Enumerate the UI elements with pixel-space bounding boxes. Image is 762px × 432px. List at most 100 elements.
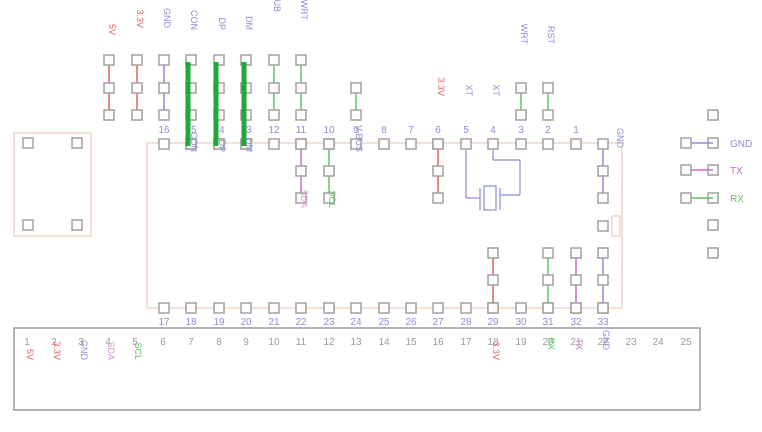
chip-pin-number-5: 5 xyxy=(463,125,469,136)
trace-3v3-pin6-pad xyxy=(432,138,444,150)
header-pin-number-18: 18 xyxy=(487,337,499,348)
chip-pin-number-11: 11 xyxy=(296,125,307,136)
header-pin-number-2: 2 xyxy=(51,337,57,348)
chip-pin-pad-extra xyxy=(597,220,609,232)
label-3v3: 3.3V xyxy=(135,9,145,28)
chip-pin-pad-19 xyxy=(213,302,225,314)
header-label-sda: SDA xyxy=(106,341,116,360)
chip-pin-number-33: 33 xyxy=(597,317,609,328)
chip-pin-number-14: 14 xyxy=(213,125,225,136)
jumper-vbus-top-pad xyxy=(350,82,362,94)
header-pin-number-12: 12 xyxy=(323,337,335,348)
jumper-3v3-pad xyxy=(131,109,143,121)
jumper-usb-pad xyxy=(213,54,225,66)
header-pin-number-13: 13 xyxy=(350,337,362,348)
switch-pad-br xyxy=(71,219,83,231)
header-label-gnd-pin22: GND xyxy=(601,330,611,351)
right-connector-inner-pad xyxy=(680,164,692,176)
jumper-wrt-pad xyxy=(295,82,307,94)
header-label-gnd: GND xyxy=(79,340,89,361)
header-pin-number-4: 4 xyxy=(105,337,111,348)
trace-tx-pin32-pad xyxy=(570,247,582,259)
chip-pin-number-4: 4 xyxy=(490,125,496,136)
chip-pin-number-17: 17 xyxy=(158,317,170,328)
header-label-5v: 5V xyxy=(25,349,35,360)
trace-sda-pad xyxy=(295,138,307,150)
header-pin-number-15: 15 xyxy=(405,337,417,348)
chip-pin-number-29: 29 xyxy=(487,317,499,328)
chip-pin-number-32: 32 xyxy=(570,317,582,328)
label-wrt-left: WRT xyxy=(299,0,309,20)
jumper-5v-pad xyxy=(103,82,115,94)
jumper-wrt-right-pad xyxy=(515,109,527,121)
chip-pin-number-23: 23 xyxy=(323,317,335,328)
chip-pin-number-6: 6 xyxy=(435,125,441,136)
trace-gnd-pin33-pad xyxy=(597,274,609,286)
right-connector-inner-pad xyxy=(680,192,692,204)
jumper-3v3-pad xyxy=(131,54,143,66)
trace-gnd-pin1-pad xyxy=(597,138,609,150)
label-wrt-right: WRT xyxy=(519,24,529,45)
header-pin-number-17: 17 xyxy=(460,337,472,348)
label-sda-inner: SDA xyxy=(299,189,309,208)
chip-pin-number-9: 9 xyxy=(353,125,359,136)
switch-module-outline xyxy=(13,132,92,237)
chip-pin-number-30: 30 xyxy=(515,317,527,328)
trace-gnd-pin1-pad xyxy=(597,192,609,204)
chip-pin-pad-22 xyxy=(295,302,307,314)
header-label-rx: RX xyxy=(546,337,556,350)
header-pin-number-7: 7 xyxy=(188,337,194,348)
jumper-gnd-pad xyxy=(158,109,170,121)
trace-scl-pad xyxy=(323,138,335,150)
chip-pin-number-27: 27 xyxy=(432,317,444,328)
chip-pin-pad-24 xyxy=(350,302,362,314)
trace-3v3-pin29-pad xyxy=(487,302,499,314)
chip-pin-number-12: 12 xyxy=(268,125,280,136)
header-pin-number-24: 24 xyxy=(652,337,664,348)
chip-pin-pad-4 xyxy=(487,138,499,150)
trace-3v3-pin29-pad xyxy=(487,274,499,286)
chip-pin-number-10: 10 xyxy=(323,125,335,136)
header-pin-number-21: 21 xyxy=(570,337,582,348)
switch-pad-tr xyxy=(71,137,83,149)
chip-pin-number-31: 31 xyxy=(542,317,554,328)
header-label-3v3-pin18: 3.3V xyxy=(491,341,501,360)
trace-rx-pin31-pad xyxy=(542,247,554,259)
header-strip-outline xyxy=(13,327,701,411)
chip-pin-number-24: 24 xyxy=(350,317,362,328)
header-pin-number-25: 25 xyxy=(680,337,692,348)
header-label-3v3: 3.3V xyxy=(52,341,62,360)
chip-pin-number-28: 28 xyxy=(460,317,472,328)
jumper-vsub-pad xyxy=(268,54,280,66)
chip-pin-number-7: 7 xyxy=(408,125,414,136)
trace-3v3-pin6-pad xyxy=(432,165,444,177)
header-pin-number-8: 8 xyxy=(216,337,222,348)
header-pin-number-22: 22 xyxy=(597,337,609,348)
chip-edge-notch xyxy=(611,215,621,237)
trace-rx-pin31-pad xyxy=(542,302,554,314)
label-rst: RST xyxy=(546,26,556,45)
chip-pin-number-15: 15 xyxy=(185,125,197,136)
chip-pin-number-25: 25 xyxy=(378,317,390,328)
trace-3v3-pin6-pad xyxy=(432,192,444,204)
switch-pad-tl xyxy=(22,137,34,149)
label-con-inner: CON xyxy=(189,132,199,152)
label-3v3-pin6: 3.3V xyxy=(436,77,446,96)
diagram-content: 1615141312111098765432117181920212223242… xyxy=(22,0,752,361)
trace-sda-pad xyxy=(295,165,307,177)
header-pin-number-3: 3 xyxy=(78,337,84,348)
chip-pin-pad-28 xyxy=(460,302,472,314)
trace-sda-pad xyxy=(295,192,307,204)
chip-pin-number-2: 2 xyxy=(545,125,551,136)
jumper-vsub-pad xyxy=(268,109,280,121)
header-pin-number-14: 14 xyxy=(378,337,390,348)
chip-pin-pad-20 xyxy=(240,302,252,314)
chip-pin-pad-9 xyxy=(350,138,362,150)
chip-pin-pad-21 xyxy=(268,302,280,314)
jumper-3v3-pad xyxy=(131,82,143,94)
chip-pin-pad-23 xyxy=(323,302,335,314)
trace-tx-pin32-pad xyxy=(570,302,582,314)
trace-3v3-pin29-pad xyxy=(487,247,499,259)
label-vbus-inner: V-BUS xyxy=(354,125,364,152)
